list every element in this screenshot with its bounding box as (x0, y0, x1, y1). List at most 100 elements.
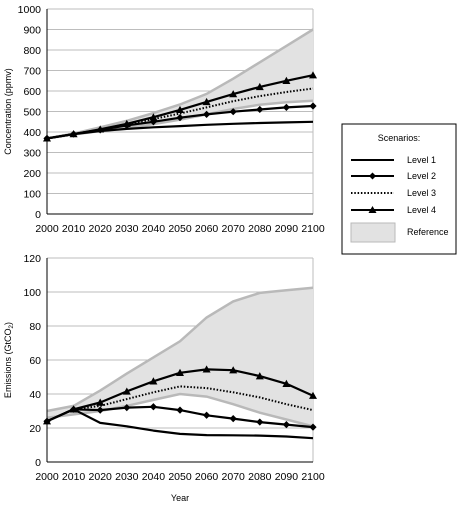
y-tick-label: 40 (29, 389, 41, 401)
x-tick-label: 2070 (222, 471, 246, 483)
data-point-level-4 (149, 377, 158, 385)
data-point-level-4 (202, 97, 211, 106)
data-point-level-2 (309, 102, 317, 110)
data-point-level-4 (229, 366, 238, 374)
data-point-level-4 (69, 405, 78, 413)
data-point-level-4 (229, 90, 238, 98)
y-tick-label: 200 (23, 168, 41, 180)
data-point-level-4 (176, 105, 184, 114)
y-tick-label: 1000 (18, 4, 42, 16)
y-tick-label: 120 (23, 253, 41, 265)
y-tick-label: 800 (23, 45, 41, 57)
x-tick-label: 2060 (195, 471, 219, 483)
x-tick-label: 2040 (142, 223, 166, 235)
series-line-level-3 (46, 87, 314, 140)
data-point-level-2 (149, 403, 157, 411)
data-point-level-2 (309, 423, 317, 431)
data-point-level-4 (309, 391, 317, 399)
data-point-level-2 (256, 418, 264, 426)
legend-label-level-1: Level 1 (407, 155, 436, 165)
x-tick-label: 2070 (222, 223, 246, 235)
x-tick-label: 2080 (248, 223, 272, 235)
x-tick-label: 2000 (35, 223, 59, 235)
legend-label-reference: Reference (407, 227, 449, 237)
y-axis-title: Concentration (ppmv) (3, 68, 13, 155)
x-tick-label: 2060 (195, 223, 219, 235)
y-axis-title-subscript: 2 (8, 325, 15, 329)
data-point-level-4 (255, 372, 264, 380)
data-point-level-2 (96, 406, 104, 414)
data-point-level-4 (122, 119, 131, 127)
legend-label-level-3: Level 3 (407, 188, 436, 198)
y-tick-label: 400 (23, 127, 41, 139)
legend: Scenarios: Level 1 Level 2 Level 3 Level… (341, 123, 457, 255)
reference-band (47, 287, 313, 427)
legend-label-level-4: Level 4 (407, 205, 436, 215)
data-point-level-4 (202, 365, 211, 373)
y-axis-title-text: Concentration (ppmv) (3, 68, 13, 155)
data-point-level-2 (123, 404, 131, 412)
y-axis-title: Emissions (GtCO2) (3, 322, 15, 398)
y-tick-label: 100 (23, 287, 41, 299)
x-tick-label: 2080 (248, 471, 272, 483)
y-axis-title-text: Emissions (GtCO (3, 329, 13, 399)
x-tick-label: 2010 (62, 471, 86, 483)
y-tick-label: 500 (23, 107, 41, 119)
y-tick-label: 100 (23, 189, 41, 201)
data-point-level-4 (96, 398, 105, 406)
data-point-level-2 (176, 406, 184, 414)
y-tick-label: 0 (35, 209, 41, 221)
series-line-level-1 (46, 408, 314, 440)
data-point-level-2 (203, 110, 211, 118)
x-tick-label: 2020 (89, 471, 113, 483)
y-tick-label: 0 (35, 457, 41, 469)
data-point-level-4 (176, 368, 184, 376)
y-tick-label: 700 (23, 66, 41, 78)
y-tick-label: 20 (29, 423, 41, 435)
legend-label-level-2: Level 2 (407, 171, 436, 181)
series-line-level-3 (46, 385, 314, 423)
x-tick-label: 2100 (301, 223, 325, 235)
x-tick-label: 2050 (168, 223, 192, 235)
data-point-level-2 (256, 105, 264, 114)
y-tick-label: 600 (23, 86, 41, 98)
data-point-level-4 (149, 113, 158, 121)
x-tick-label: 2090 (275, 471, 299, 483)
legend-triangle-icon (368, 206, 377, 213)
reference-lower-edge (46, 392, 314, 428)
data-point-level-4 (69, 130, 78, 138)
x-tick-label: 2000 (35, 471, 59, 483)
data-point-level-2 (229, 108, 237, 116)
data-point-level-4 (122, 387, 131, 395)
y-tick-label: 60 (29, 355, 41, 367)
x-tick-label: 2020 (89, 223, 113, 235)
y-axis-title-end: ) (3, 322, 13, 325)
x-tick-label: 2040 (142, 471, 166, 483)
data-point-level-4 (309, 71, 317, 79)
data-point-level-2 (203, 411, 211, 419)
y-tick-label: 80 (29, 321, 41, 333)
legend-diamond-icon (369, 172, 376, 180)
data-point-level-4 (282, 76, 291, 84)
x-tick-label: 2050 (168, 471, 192, 483)
x-axis-title: Year (171, 493, 189, 503)
x-tick-label: 2010 (62, 223, 86, 235)
data-point-level-2 (176, 114, 184, 122)
y-tick-label: 300 (23, 148, 41, 160)
x-tick-label: 2100 (301, 471, 325, 483)
x-tick-label: 2030 (115, 223, 139, 235)
data-point-level-4 (43, 134, 51, 142)
x-tick-label: 2030 (115, 471, 139, 483)
reference-upper-edge (46, 28, 314, 140)
legend-title: Scenarios: (378, 133, 421, 143)
x-tick-label: 2090 (275, 223, 299, 235)
legend-swatch-reference (350, 222, 396, 243)
y-tick-label: 900 (23, 25, 41, 37)
data-point-level-4 (255, 82, 264, 91)
concentration-chart: 0 100 200 300 400 500 600 700 800 900 1000 2000 2010… (3, 4, 325, 235)
data-point-level-4 (96, 125, 105, 133)
data-point-level-2 (229, 415, 237, 423)
data-point-level-2 (282, 421, 290, 429)
